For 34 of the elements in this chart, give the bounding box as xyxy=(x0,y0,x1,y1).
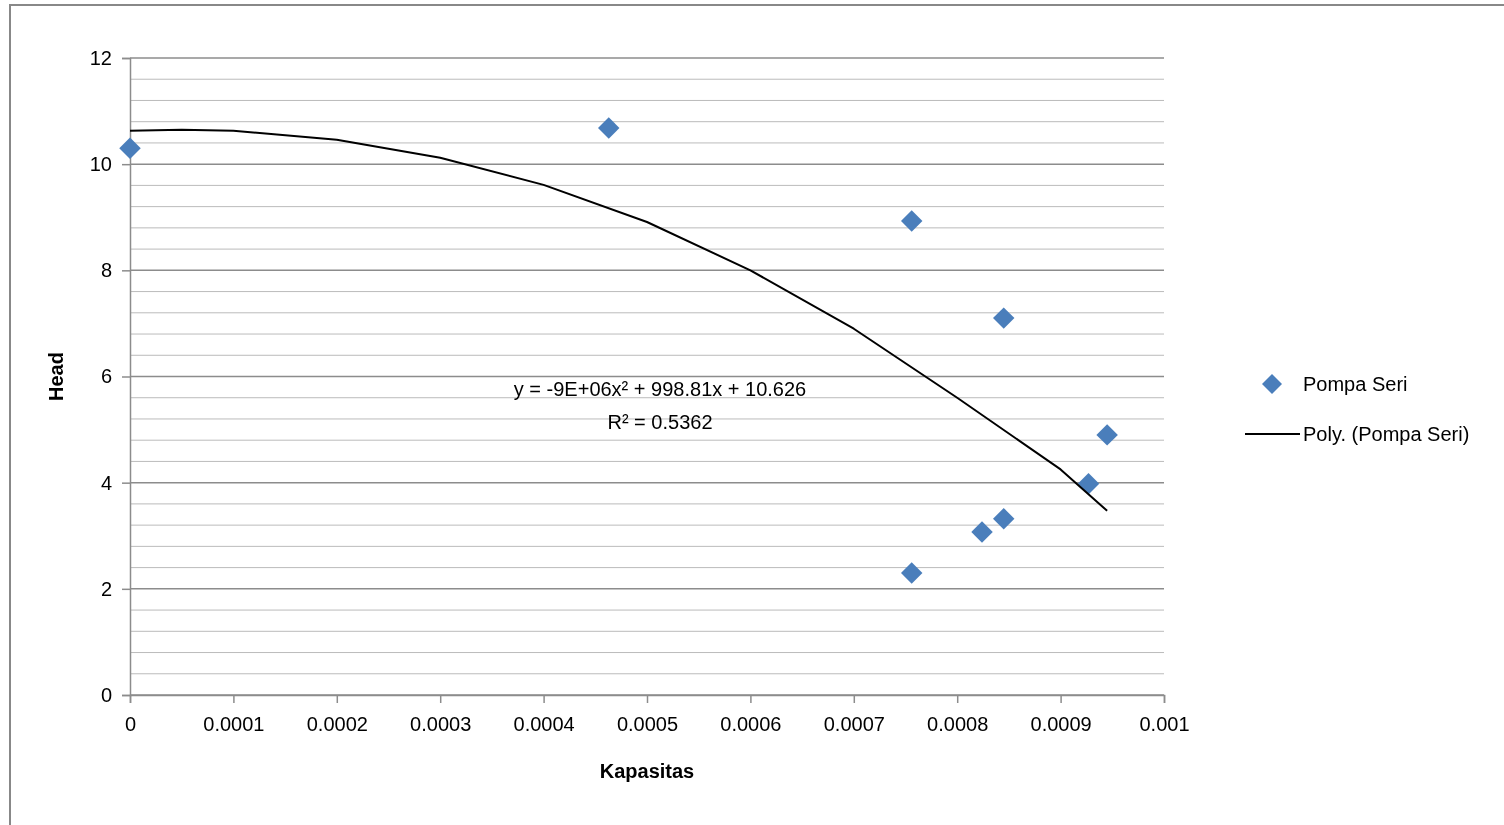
y-tick-label: 6 xyxy=(100,365,112,388)
point xyxy=(900,210,923,232)
x-tick-label: 0 xyxy=(124,713,137,736)
y-tick-label: 12 xyxy=(89,46,112,69)
x-tick-label: 0.0009 xyxy=(1030,713,1092,736)
point xyxy=(993,508,1015,530)
point xyxy=(900,562,923,584)
y-tick-label: 2 xyxy=(100,577,112,600)
point xyxy=(119,137,141,159)
y-tick-label: 4 xyxy=(100,471,112,494)
annotation: R² = 0.5362 xyxy=(607,411,713,433)
x-tick-label: 0.0001 xyxy=(203,713,265,736)
annotation: y = -9E+06x² + 998.81x + 10.626 xyxy=(513,378,807,400)
point xyxy=(598,117,620,139)
legend-label: Poly. (Pompa Seri) xyxy=(1303,423,1470,445)
point xyxy=(993,307,1015,329)
x-tick-label: 0.0003 xyxy=(410,713,472,736)
point xyxy=(1096,424,1118,446)
x-tick-label: 0.0005 xyxy=(616,713,679,736)
y-tick-label: 8 xyxy=(100,259,112,282)
x-tick-label: 0.0002 xyxy=(306,713,368,736)
y-axis-title: Head xyxy=(45,352,67,401)
x-tick-label: 0.0007 xyxy=(823,713,885,736)
point xyxy=(971,521,993,543)
legend-label: Pompa Seri xyxy=(1303,373,1408,395)
x-axis-title: Kapasitas xyxy=(599,760,695,782)
x-tick-label: 0.0004 xyxy=(513,713,575,736)
x-tick-label: 0.0008 xyxy=(927,713,989,736)
y-tick-label: 10 xyxy=(89,153,112,176)
x-tick-label: 0.001 xyxy=(1139,713,1190,736)
y-tick-label: 0 xyxy=(100,683,112,706)
point xyxy=(1077,473,1100,495)
x-tick-label: 0.0006 xyxy=(720,713,782,736)
line-series xyxy=(129,128,1109,512)
